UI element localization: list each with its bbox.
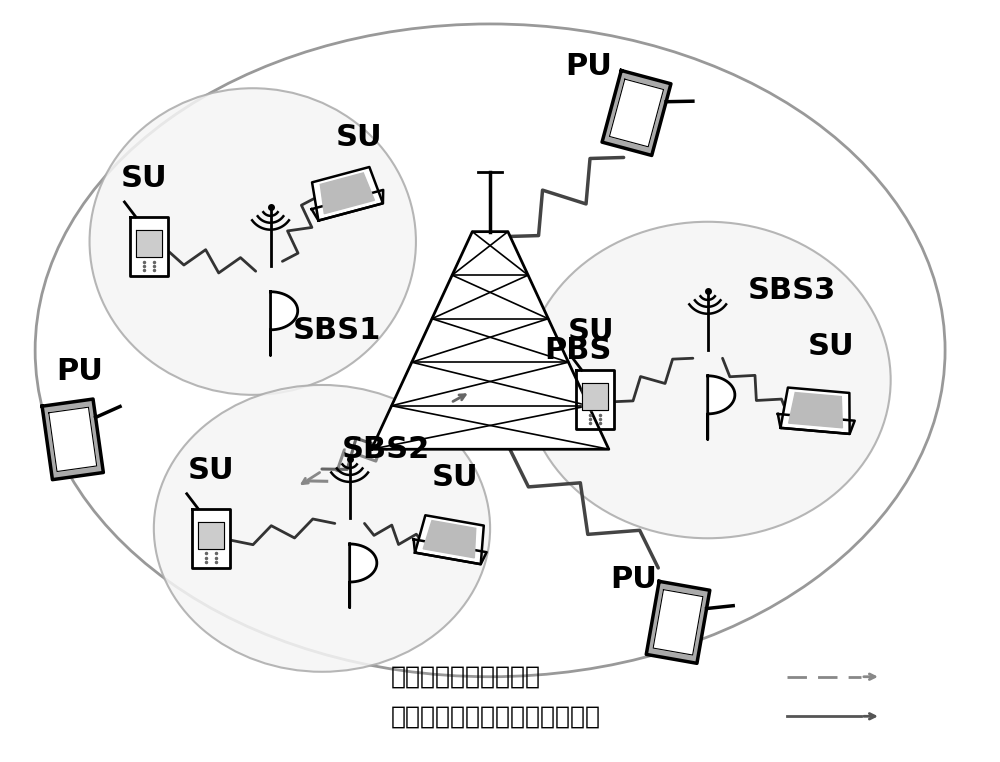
Text: SBS2: SBS2 [342, 435, 430, 464]
Polygon shape [423, 520, 476, 558]
Ellipse shape [525, 222, 891, 538]
Polygon shape [271, 292, 298, 355]
Polygon shape [192, 508, 230, 568]
Text: SU: SU [432, 463, 479, 491]
Polygon shape [789, 392, 842, 427]
Polygon shape [136, 230, 162, 257]
Polygon shape [49, 407, 97, 472]
Polygon shape [198, 522, 224, 549]
Text: SU: SU [808, 332, 855, 361]
Polygon shape [653, 590, 703, 655]
Polygon shape [130, 217, 168, 276]
Polygon shape [312, 190, 383, 220]
Polygon shape [350, 544, 377, 607]
Text: 不同小区次基站对次用户的干扰: 不同小区次基站对次用户的干扰 [391, 704, 601, 728]
Polygon shape [320, 173, 374, 213]
Polygon shape [42, 399, 103, 479]
Text: SBS1: SBS1 [292, 316, 381, 345]
Polygon shape [646, 581, 710, 664]
Text: SBS3: SBS3 [747, 277, 836, 306]
Text: PU: PU [610, 565, 657, 594]
Text: SU: SU [336, 123, 383, 152]
Polygon shape [780, 388, 850, 434]
Polygon shape [371, 232, 609, 450]
Polygon shape [582, 383, 608, 410]
Ellipse shape [35, 24, 945, 677]
Polygon shape [609, 79, 664, 147]
Text: SU: SU [568, 318, 614, 347]
Polygon shape [576, 370, 614, 430]
Text: PBS: PBS [545, 336, 612, 365]
Polygon shape [778, 414, 855, 434]
Polygon shape [415, 515, 484, 564]
Text: 主基站对次用户的干扰: 主基站对次用户的干扰 [391, 664, 541, 689]
Polygon shape [312, 167, 383, 220]
Polygon shape [708, 376, 735, 440]
Ellipse shape [154, 385, 490, 672]
Text: PU: PU [566, 53, 612, 82]
Text: SU: SU [188, 456, 235, 485]
Polygon shape [414, 539, 487, 564]
Polygon shape [602, 70, 671, 155]
Text: PU: PU [56, 357, 103, 386]
Text: SU: SU [121, 164, 167, 193]
Ellipse shape [90, 88, 416, 395]
